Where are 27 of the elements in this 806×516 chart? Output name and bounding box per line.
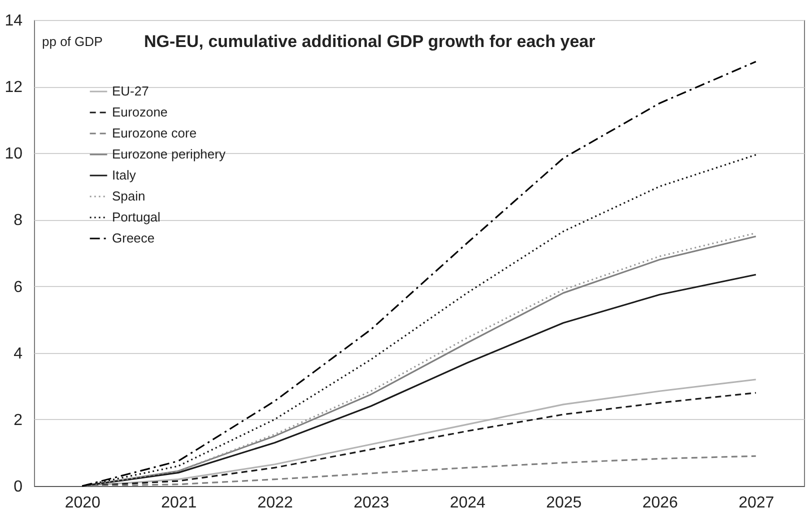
text: NG-EU, cumulative additional GDP growth for each year xyxy=(144,32,596,51)
legend-label: Eurozone core xyxy=(112,126,197,140)
y-tick-label: 4 xyxy=(14,345,23,362)
x-tick-label: 2022 xyxy=(257,494,294,512)
line-series xyxy=(81,60,757,487)
x-tick-label: 2027 xyxy=(738,494,774,512)
y-tick-label: 8 xyxy=(14,212,23,230)
y-tick-label: 6 xyxy=(14,278,23,296)
legend-label: Greece xyxy=(112,230,155,246)
y-axis-title: pp of GDP xyxy=(42,34,103,49)
y-tick-label: 12 xyxy=(4,79,23,96)
y-tick-label: 10 xyxy=(4,146,23,163)
legend-label: Portugal xyxy=(112,210,161,224)
legend-label: Eurozone periphery xyxy=(112,146,226,162)
y-tick-label: 0 xyxy=(14,478,23,496)
x-tick-label: 2020 xyxy=(64,494,101,512)
x-tick-label: 2026 xyxy=(642,494,678,512)
x-tick-label: 2024 xyxy=(450,494,486,512)
legend-label: EU-27 xyxy=(112,84,149,98)
x-tick-label: 2025 xyxy=(546,494,582,512)
legend-label: Italy xyxy=(112,168,136,182)
legend-label: Spain xyxy=(112,188,146,204)
y-tick-label: 14 xyxy=(4,12,23,30)
y-tick-label: 2 xyxy=(14,412,23,429)
legend-label: Eurozone xyxy=(112,104,168,120)
x-tick-label: 2021 xyxy=(161,494,197,512)
x-tick-label: 2023 xyxy=(354,494,390,512)
